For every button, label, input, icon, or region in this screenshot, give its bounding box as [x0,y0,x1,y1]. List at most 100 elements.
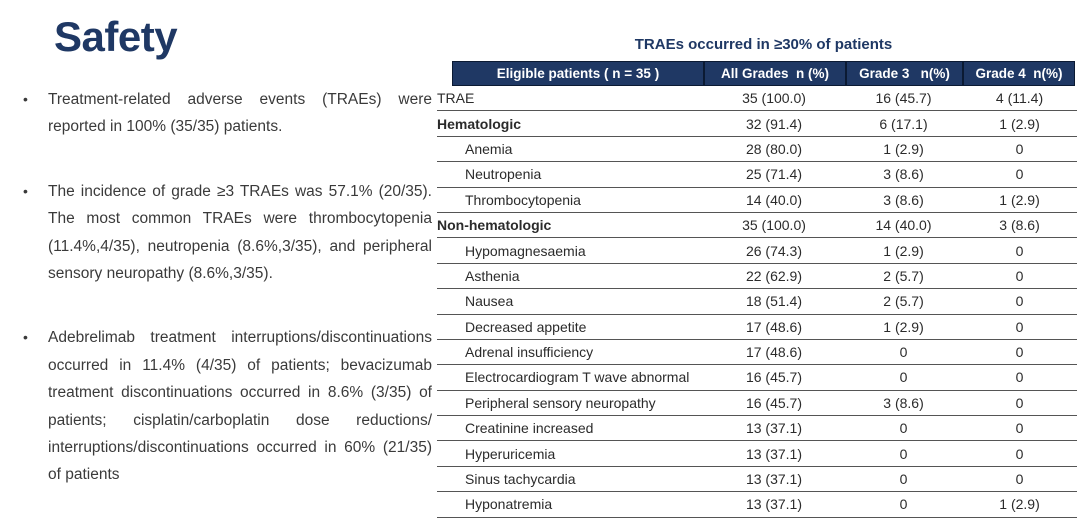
row-label: Creatinine increased [437,415,703,442]
row-value: 0 [845,415,962,442]
row-value: 0 [962,314,1077,340]
row-value: 17 (48.6) [703,314,845,340]
row-value: 4 (11.4) [962,86,1077,112]
row-label: Sinus tachycardia [437,466,703,493]
table-row: Hypomagnesaemia 26 (74.3) 1 (2.9) 0 [437,237,1077,264]
bullet-icon: • [23,329,28,346]
row-value: 25 (71.4) [703,161,845,188]
row-value: 16 (45.7) [703,390,845,417]
row-value: 14 (40.0) [703,187,845,213]
bullet-icon: • [23,91,28,107]
row-label: Decreased appetite [437,314,703,340]
row-value: 2 (5.7) [845,288,962,315]
row-value: 14 (40.0) [845,212,962,239]
row-value: 0 [962,339,1077,366]
row-value: 16 (45.7) [845,86,962,112]
row-value: 0 [962,415,1077,442]
row-value: 3 (8.6) [845,187,962,213]
row-value: 13 (37.1) [703,466,845,493]
table-row: Creatinine increased 13 (37.1) 0 0 [437,415,1077,442]
row-value: 1 (2.9) [845,136,962,163]
table-title: TRAEs occurred in ≥30% of patients [634,36,893,53]
row-label: TRAE [437,86,703,112]
table-row: Thrombocytopenia 14 (40.0) 3 (8.6) 1 (2.9) [437,187,1077,213]
table-body: TRAE 35 (100.0) 16 (45.7) 4 (11.4) Hematolog… [437,86,1077,518]
row-value: 0 [962,237,1077,264]
table-row: Neutropenia 25 (71.4) 3 (8.6) 0 [437,161,1077,188]
table-row: Hematologic 32 (91.4) 6 (17.1) 1 (2.9) [437,110,1077,137]
row-label: Hematologic [437,110,703,137]
bullet-item: • Treatment-related adverse events (TRAEs… [20,86,432,141]
column-header: Eligible patients ( n = 35 ) [496,66,660,81]
row-value: 1 (2.9) [962,187,1077,213]
row-value: 3 (8.6) [845,390,962,417]
row-value: 0 [845,339,962,366]
table-row: Peripheral sensory neuropathy 16 (45.7) 3 … [437,390,1077,417]
row-value: 0 [962,161,1077,188]
table-header-row: Eligible patients ( n = 35 ) All Grades n… [452,61,1075,86]
table-row: Asthenia 22 (62.9) 2 (5.7) 0 [437,263,1077,290]
row-label: Peripheral sensory neuropathy [437,390,703,417]
row-label: Nausea [437,288,703,315]
row-value: 1 (2.9) [962,491,1077,518]
table-row: Sinus tachycardia 13 (37.1) 0 0 [437,466,1077,493]
row-label: Electrocardiogram T wave abnormal [437,364,703,391]
bullet-text: Treatment-related adverse events (TRAEs)… [48,91,432,136]
row-label: Asthenia [437,263,703,290]
row-value: 0 [962,390,1077,417]
row-value: 13 (37.1) [703,491,845,518]
page-title: Safety [54,13,178,60]
row-value: 17 (48.6) [703,339,845,366]
row-label: Hypomagnesaemia [437,237,703,264]
row-value: 0 [962,440,1077,467]
row-label: Hyperuricemia [437,440,703,467]
row-value: 35 (100.0) [703,86,845,112]
row-label: Thrombocytopenia [437,187,703,213]
row-value: 18 (51.4) [703,288,845,315]
row-label: Neutropenia [437,161,703,188]
table-row: Electrocardiogram T wave abnormal 16 (45.… [437,364,1077,391]
bullet-list: • Treatment-related adverse events (TRAEs… [20,86,432,526]
table-row: Decreased appetite 17 (48.6) 1 (2.9) 0 [437,314,1077,340]
row-value: 0 [962,288,1077,315]
row-value: 1 (2.9) [962,110,1077,137]
column-header: All Grades n (%) [703,62,845,85]
table-row: TRAE 35 (100.0) 16 (45.7) 4 (11.4) [437,86,1077,112]
table-row: Hyperuricemia 13 (37.1) 0 0 [437,440,1077,467]
bullet-text: Adebrelimab treatment interruptions/disc… [48,329,432,484]
row-value: 0 [962,136,1077,163]
row-label: Hyponatremia [437,491,703,518]
bullet-text: The incidence of grade ≥3 TRAEs was 57.1… [48,182,432,283]
table-row: Non-hematologic 35 (100.0) 14 (40.0) 3 (8.6… [437,212,1077,239]
row-value: 26 (74.3) [703,237,845,264]
row-value: 28 (80.0) [703,136,845,163]
row-value: 2 (5.7) [845,263,962,290]
row-value: 0 [845,466,962,493]
table-row: Anemia 28 (80.0) 1 (2.9) 0 [437,136,1077,163]
row-value: 1 (2.9) [845,237,962,264]
row-label: Anemia [437,136,703,163]
row-value: 32 (91.4) [703,110,845,137]
bullet-icon: • [23,182,28,199]
traes-table: TRAE 35 (100.0) 16 (45.7) 4 (11.4) Hematolog… [437,86,1077,518]
row-value: 0 [962,466,1077,493]
column-header: Grade 3 n(%) [845,62,962,85]
row-value: 0 [962,263,1077,290]
row-value: 3 (8.6) [845,161,962,188]
row-value: 13 (37.1) [703,415,845,442]
bullet-item: • The incidence of grade ≥3 TRAEs was 57.… [20,178,432,288]
row-value: 16 (45.7) [703,364,845,391]
row-value: 3 (8.6) [962,212,1077,239]
row-value: 35 (100.0) [703,212,845,239]
row-value: 1 (2.9) [845,314,962,340]
table-row: Hyponatremia 13 (37.1) 0 1 (2.9) [437,491,1077,518]
column-header: Grade 4 n(%) [962,62,1074,85]
table-row: Adrenal insufficiency 17 (48.6) 0 0 [437,339,1077,366]
row-value: 0 [962,364,1077,391]
row-label: Adrenal insufficiency [437,339,703,366]
row-value: 0 [845,364,962,391]
row-value: 0 [845,491,962,518]
table-row: Nausea 18 (51.4) 2 (5.7) 0 [437,288,1077,315]
bullet-item: • Adebrelimab treatment interruptions/dis… [20,324,432,488]
